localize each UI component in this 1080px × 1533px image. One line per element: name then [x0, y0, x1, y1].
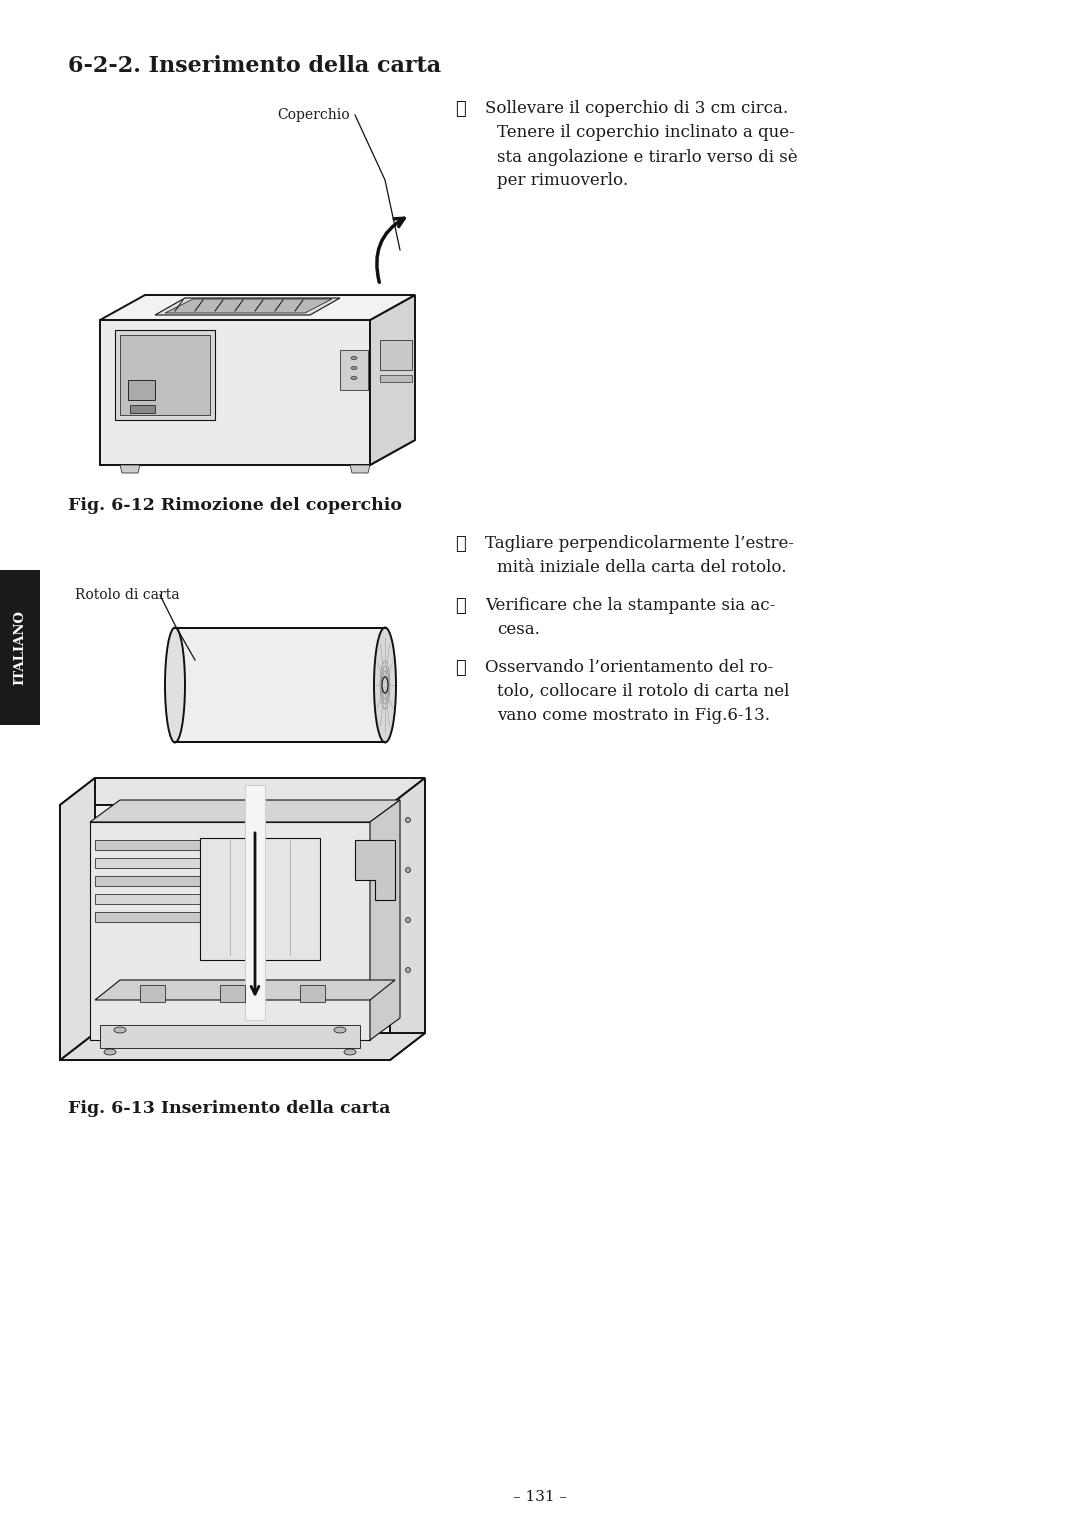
Polygon shape [95, 912, 230, 921]
Polygon shape [100, 320, 370, 464]
Polygon shape [355, 840, 395, 900]
Polygon shape [140, 986, 165, 1003]
Ellipse shape [351, 366, 357, 369]
Text: Tagliare perpendicolarmente l’estre-: Tagliare perpendicolarmente l’estre- [485, 535, 794, 552]
Polygon shape [390, 779, 426, 1059]
Ellipse shape [382, 678, 388, 693]
Text: Osservando l’orientamento del ro-: Osservando l’orientamento del ro- [485, 659, 773, 676]
Ellipse shape [351, 357, 357, 360]
Text: mità iniziale della carta del rotolo.: mità iniziale della carta del rotolo. [497, 560, 786, 576]
Polygon shape [90, 822, 370, 1039]
Ellipse shape [345, 1049, 356, 1055]
Polygon shape [165, 299, 332, 313]
Polygon shape [350, 464, 370, 474]
Ellipse shape [351, 377, 357, 380]
Ellipse shape [334, 1027, 346, 1033]
Text: Tenere il coperchio inclinato a que-: Tenere il coperchio inclinato a que- [497, 124, 795, 141]
Polygon shape [95, 840, 230, 849]
Polygon shape [200, 839, 320, 960]
Polygon shape [370, 800, 400, 1039]
Polygon shape [114, 330, 215, 420]
Polygon shape [90, 800, 400, 822]
Bar [0, 570, 40, 725]
Ellipse shape [104, 1049, 116, 1055]
Polygon shape [95, 980, 395, 1000]
Text: ③: ③ [455, 596, 465, 615]
Text: ④: ④ [455, 659, 465, 678]
Polygon shape [300, 986, 325, 1003]
Polygon shape [130, 405, 156, 412]
Text: tolo, collocare il rotolo di carta nel: tolo, collocare il rotolo di carta nel [497, 684, 789, 701]
Text: sta angolazione e tirarlo verso di sè: sta angolazione e tirarlo verso di sè [497, 149, 798, 166]
Polygon shape [100, 440, 415, 464]
Text: ①: ① [455, 100, 465, 118]
Text: Fig. 6-12 Rimozione del coperchio: Fig. 6-12 Rimozione del coperchio [68, 497, 402, 514]
Polygon shape [380, 376, 411, 382]
Polygon shape [95, 858, 230, 868]
Polygon shape [156, 297, 340, 314]
Polygon shape [120, 464, 140, 474]
Polygon shape [60, 779, 426, 805]
Polygon shape [60, 805, 390, 1059]
Ellipse shape [405, 868, 410, 872]
Polygon shape [129, 380, 156, 400]
Polygon shape [120, 336, 210, 415]
Ellipse shape [165, 627, 185, 742]
Text: 6-2-2. Inserimento della carta: 6-2-2. Inserimento della carta [68, 55, 441, 77]
Polygon shape [60, 779, 95, 1059]
Polygon shape [340, 350, 368, 389]
Polygon shape [220, 986, 245, 1003]
Text: ②: ② [455, 535, 465, 553]
Polygon shape [380, 340, 411, 369]
Text: Sollevare il coperchio di 3 cm circa.: Sollevare il coperchio di 3 cm circa. [485, 100, 788, 117]
Ellipse shape [405, 967, 410, 972]
Polygon shape [60, 1033, 426, 1059]
Polygon shape [95, 875, 230, 886]
Polygon shape [100, 1026, 360, 1049]
Ellipse shape [405, 917, 410, 923]
Text: ITALIANO: ITALIANO [13, 610, 27, 685]
Polygon shape [245, 785, 265, 1019]
Text: Verificare che la stampante sia ac-: Verificare che la stampante sia ac- [485, 596, 775, 615]
Text: Fig. 6-13 Inserimento della carta: Fig. 6-13 Inserimento della carta [68, 1101, 390, 1118]
Polygon shape [95, 894, 230, 904]
Polygon shape [175, 629, 384, 742]
Text: – 131 –: – 131 – [513, 1490, 567, 1504]
Text: cesa.: cesa. [497, 621, 540, 638]
Polygon shape [370, 294, 415, 464]
Text: Coperchio: Coperchio [278, 107, 350, 123]
Ellipse shape [114, 1027, 126, 1033]
Polygon shape [100, 294, 415, 320]
Ellipse shape [374, 627, 396, 742]
Text: vano come mostrato in Fig.6-13.: vano come mostrato in Fig.6-13. [497, 707, 770, 724]
Text: Rotolo di carta: Rotolo di carta [75, 589, 179, 602]
Text: per rimuoverlo.: per rimuoverlo. [497, 172, 629, 189]
Ellipse shape [405, 817, 410, 823]
